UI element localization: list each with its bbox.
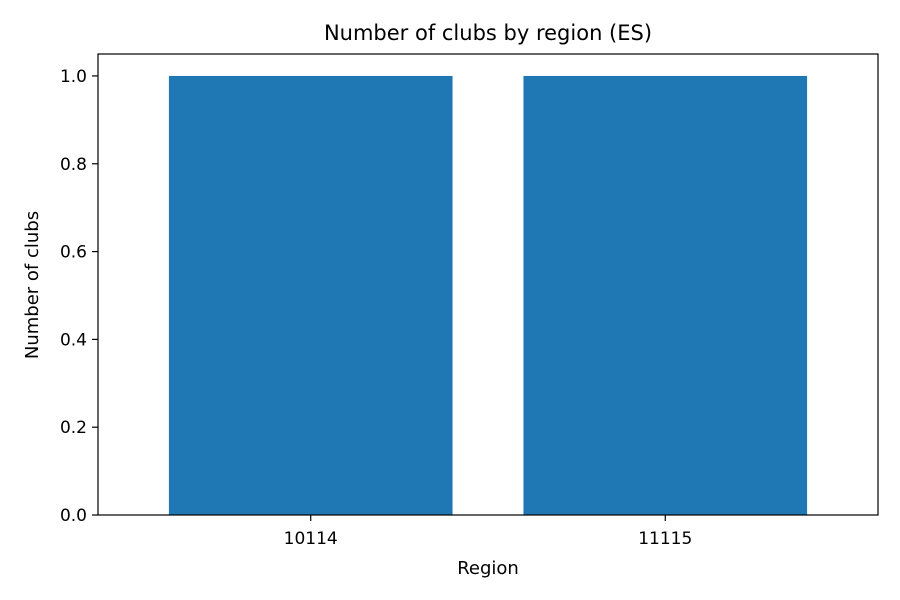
y-tick-label: 0.2 — [60, 418, 87, 438]
chart-title: Number of clubs by region (ES) — [324, 21, 652, 45]
x-tick-label: 11115 — [638, 529, 692, 549]
y-axis-label: Number of clubs — [22, 211, 43, 359]
y-tick-label: 0.4 — [60, 330, 87, 350]
bar-11115 — [523, 75, 808, 515]
plot-frame — [97, 53, 879, 516]
x-axis-label: Region — [457, 558, 519, 579]
y-tick-label: 1.0 — [60, 67, 87, 87]
y-tick-label: 0.8 — [60, 155, 87, 175]
y-tick-label: 0.0 — [60, 506, 87, 526]
y-tick-label: 0.6 — [60, 243, 87, 263]
x-tick-label: 10114 — [284, 529, 338, 549]
bar-10114 — [168, 75, 453, 515]
plot-area: 0.0 0.2 0.4 0.6 0.8 1.0 10114 11115 — [60, 53, 879, 549]
